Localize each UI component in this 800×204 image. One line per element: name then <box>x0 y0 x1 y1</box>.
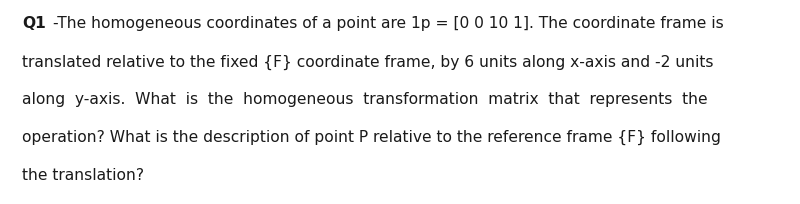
Text: Q1: Q1 <box>22 16 46 31</box>
Text: the translation?: the translation? <box>22 167 145 182</box>
Text: operation? What is the description of point P relative to the reference frame {F: operation? What is the description of po… <box>22 130 722 145</box>
Text: along  y-axis.  What  is  the  homogeneous  transformation  matrix  that  repres: along y-axis. What is the homogeneous tr… <box>22 92 708 107</box>
Text: -The homogeneous coordinates of a point are 1p = [0 0 10 1]. The coordinate fram: -The homogeneous coordinates of a point … <box>54 16 724 31</box>
Text: translated relative to the fixed {F} coordinate frame, by 6 units along x-axis a: translated relative to the fixed {F} coo… <box>22 54 714 69</box>
